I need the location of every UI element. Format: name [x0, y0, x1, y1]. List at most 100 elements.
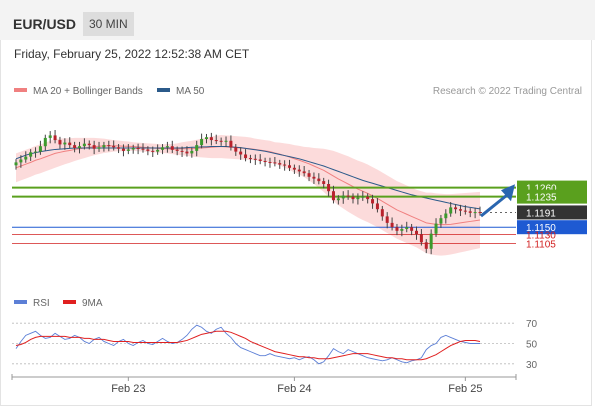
candle — [415, 230, 419, 235]
legend-label: RSI — [33, 298, 50, 309]
candle — [253, 158, 257, 160]
candle — [400, 229, 404, 231]
candle — [366, 196, 370, 200]
candle — [444, 213, 448, 219]
candle — [165, 146, 169, 148]
candle — [58, 140, 62, 145]
candle — [385, 216, 389, 223]
resistance-label-bg — [517, 189, 587, 204]
legend-ma50: MA 50 — [157, 86, 204, 97]
target-label: 1.1105 — [526, 239, 556, 250]
candle — [361, 196, 365, 198]
legend-rsi: RSI — [14, 298, 50, 309]
candle — [473, 212, 477, 214]
candle — [195, 145, 199, 151]
rsi-tick-label: 50 — [526, 340, 538, 351]
rsi-tick-label: 70 — [526, 319, 538, 330]
candle — [229, 140, 233, 148]
candle — [395, 227, 399, 231]
candle — [331, 191, 335, 201]
candle — [375, 203, 379, 210]
candle — [234, 147, 238, 152]
candle — [429, 233, 433, 249]
rsi-9ma-line — [15, 330, 481, 361]
candle — [278, 163, 282, 165]
candle — [180, 150, 184, 152]
candle — [200, 139, 204, 146]
candle — [307, 173, 311, 177]
candle — [424, 242, 428, 249]
candle — [248, 158, 252, 160]
rsi-tick-label: 30 — [526, 360, 538, 371]
candle — [463, 210, 467, 212]
legend-label: 9MA — [82, 298, 103, 309]
resistance-label: 1.1235 — [526, 193, 557, 204]
candle — [175, 149, 179, 151]
candle — [439, 218, 443, 224]
symbol-title: EUR/USD — [13, 16, 77, 32]
candle — [107, 145, 111, 147]
candle — [410, 227, 414, 231]
legend-swatch — [157, 88, 170, 93]
candle — [204, 137, 208, 139]
candle — [190, 150, 194, 154]
candle — [458, 209, 462, 211]
candle — [161, 147, 165, 150]
legend-swatch — [63, 300, 76, 305]
candle — [292, 167, 296, 170]
forecast-arrow — [480, 193, 509, 218]
candle — [224, 140, 228, 142]
candle — [102, 145, 106, 148]
candle — [478, 212, 482, 214]
candle — [371, 199, 375, 204]
candle — [283, 164, 287, 166]
candle — [77, 146, 81, 148]
candle — [19, 159, 23, 163]
candle — [273, 162, 277, 164]
candle — [454, 207, 458, 210]
candle — [97, 147, 101, 149]
candle — [63, 142, 67, 145]
resistance-label: 1.1260 — [526, 184, 557, 195]
candle — [327, 184, 331, 192]
candle — [48, 135, 52, 138]
candle — [151, 150, 155, 152]
bollinger-band — [16, 135, 480, 256]
legend-swatch — [14, 300, 27, 305]
credit-text: Research © 2022 Trading Central — [432, 86, 582, 97]
candle — [336, 198, 340, 201]
candle — [209, 137, 213, 141]
candle — [146, 149, 150, 151]
x-tick-label: Feb 25 — [448, 383, 482, 395]
chart-frame — [0, 40, 592, 406]
candle — [136, 148, 140, 149]
candle — [239, 151, 243, 155]
candle — [29, 152, 33, 157]
candle — [24, 156, 28, 160]
candle — [117, 147, 121, 149]
candle — [317, 178, 321, 182]
candle — [73, 145, 77, 148]
candle — [468, 211, 472, 213]
support-label-bg — [517, 220, 587, 235]
candle — [390, 222, 394, 228]
candle — [34, 151, 38, 153]
chart-header: EUR/USD 30 MIN — [0, 0, 595, 40]
candle — [131, 148, 135, 150]
last-price-label: 1.1191 — [526, 208, 556, 219]
candle — [170, 146, 174, 150]
timeframe-badge[interactable]: 30 MIN — [83, 12, 134, 36]
candle — [53, 135, 57, 141]
forecast-arrowhead — [501, 184, 515, 202]
candle — [244, 154, 248, 159]
candle — [258, 159, 262, 161]
legend-label: MA 20 + Bollinger Bands — [33, 86, 143, 97]
candle — [141, 148, 145, 150]
candle — [341, 195, 345, 199]
legend-9ma: 9MA — [63, 298, 103, 309]
candle — [288, 165, 292, 168]
rsi-line — [15, 324, 480, 365]
candle — [82, 143, 86, 147]
candle — [14, 162, 18, 166]
